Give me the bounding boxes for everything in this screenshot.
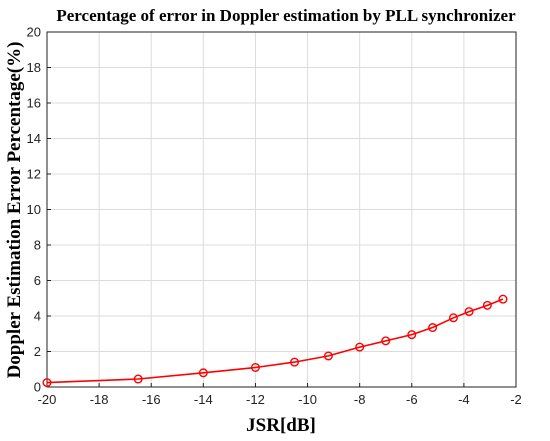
data-point-0-4 xyxy=(290,357,300,367)
x-tick-label-4: -12 xyxy=(246,392,265,407)
y-tick-label-5: 10 xyxy=(27,202,41,217)
y-tick-label-3: 6 xyxy=(34,273,41,288)
y-tick-label-6: 12 xyxy=(27,167,41,182)
data-point-0-1 xyxy=(133,374,143,384)
data-point-0-6 xyxy=(355,342,365,352)
x-tick-label-7: -6 xyxy=(406,392,418,407)
y-tick-label-2: 4 xyxy=(34,309,41,324)
y-tick-label-9: 18 xyxy=(27,60,41,75)
data-point-0-5 xyxy=(323,351,333,361)
data-point-0-12 xyxy=(482,300,492,310)
grid xyxy=(46,31,517,388)
x-tick-label-3: -14 xyxy=(194,392,213,407)
data-point-0-9 xyxy=(428,323,438,333)
x-tick-label-0: -20 xyxy=(38,392,57,407)
x-axis-label: JSR[dB] xyxy=(246,415,316,436)
series-layer xyxy=(42,294,508,388)
x-tick-label-9: -2 xyxy=(510,392,522,407)
data-point-0-7 xyxy=(381,336,391,346)
x-tick-label-8: -4 xyxy=(458,392,470,407)
x-tick-label-1: -18 xyxy=(90,392,109,407)
series-line-0 xyxy=(46,298,504,384)
data-point-0-0 xyxy=(42,378,52,388)
chart-title: Percentage of error in Doppler estimatio… xyxy=(56,6,516,25)
y-tick-label-10: 20 xyxy=(27,25,41,40)
data-point-0-3 xyxy=(250,362,260,372)
data-point-0-2 xyxy=(198,368,208,378)
x-tick-label-6: -8 xyxy=(354,392,366,407)
y-tick-label-7: 14 xyxy=(27,131,41,146)
y-axis-label: Doppler Estimation Error Percentage(%) xyxy=(4,42,25,379)
axis-ticks: -20 -18 -16 -14 -12 -10 -8 -6 -4 -202468101214161… xyxy=(27,25,522,408)
data-point-0-13 xyxy=(498,294,508,304)
x-tick-label-5: -10 xyxy=(298,392,317,407)
x-tick-label-2: -16 xyxy=(142,392,161,407)
y-tick-label-8: 16 xyxy=(27,96,41,111)
y-tick-label-1: 2 xyxy=(34,344,41,359)
y-tick-label-4: 8 xyxy=(34,238,41,253)
data-point-0-8 xyxy=(407,330,417,340)
data-point-0-11 xyxy=(464,307,474,317)
data-point-0-10 xyxy=(448,313,458,323)
y-tick-label-0: 0 xyxy=(34,380,41,395)
